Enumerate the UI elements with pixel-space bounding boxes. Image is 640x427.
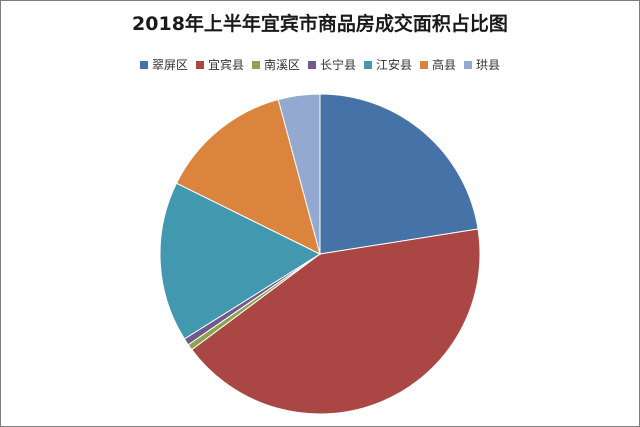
chart-legend: 翠屏区 宜宾县 南溪区 长宁县 江安县 高县 珙县: [0, 56, 640, 73]
legend-swatch: [307, 60, 316, 69]
legend-label: 高县: [432, 58, 457, 72]
legend-swatch: [139, 60, 148, 69]
legend-label: 翠屏区: [151, 58, 188, 72]
legend-item: 珙县: [464, 56, 500, 73]
legend-swatch: [364, 60, 372, 69]
chart-title: 2018年上半年宜宾市商品房成交面积占比图: [132, 13, 508, 35]
legend-item: 翠屏区: [139, 56, 188, 73]
pie-slice-5: [159, 182, 322, 340]
legend-label: 长宁县: [319, 58, 356, 72]
legend-swatch: [420, 60, 429, 69]
legend-label: 宜宾县: [207, 58, 244, 72]
legend-swatch: [251, 60, 260, 69]
legend-item: 江安县: [364, 56, 412, 73]
legend-item: 长宁县: [307, 56, 356, 73]
legend-label: 珙县: [476, 58, 501, 72]
legend-label: 南溪区: [263, 58, 300, 72]
legend-swatch: [195, 60, 204, 69]
pie-slice-6: [175, 98, 321, 255]
legend-item: 南溪区: [251, 56, 300, 73]
legend-label: 江安县: [376, 58, 413, 72]
pie-slice-1: [319, 93, 479, 255]
pie-slice-7: [277, 93, 321, 255]
pie-slice-2: [191, 228, 481, 415]
legend-swatch: [464, 60, 473, 69]
legend-item: 高县: [420, 56, 456, 73]
legend-item: 宜宾县: [195, 56, 244, 73]
